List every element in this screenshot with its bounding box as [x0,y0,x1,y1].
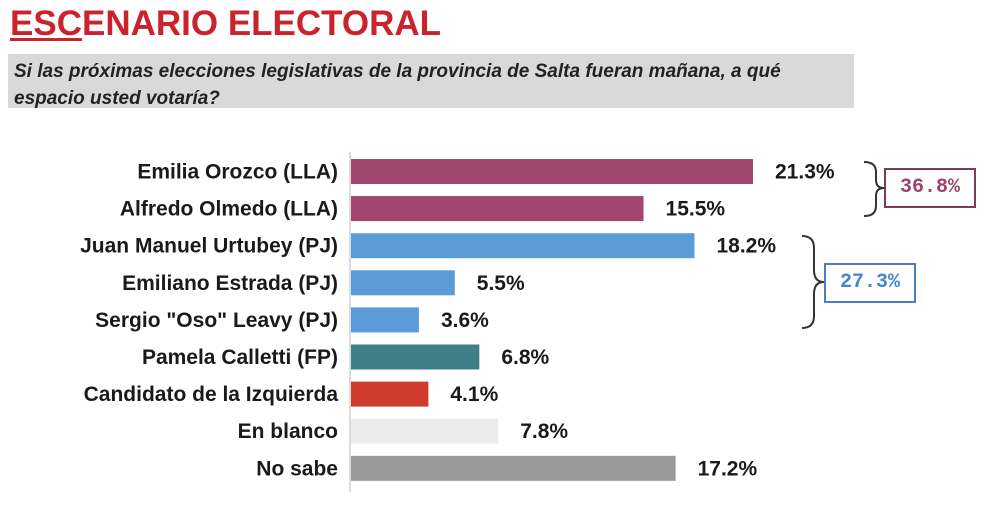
value-label: 3.6% [441,309,489,332]
value-label: 5.5% [477,272,525,295]
bars-layer: Emilia Orozco (LLA) 21.3% Alfredo Olmedo (… [80,159,835,481]
value-label: 4.1% [450,383,498,406]
value-label: 17.2% [698,457,758,480]
value-label: 18.2% [716,235,776,258]
category-label: Juan Manuel Urtubey (PJ) [80,235,338,258]
page-title: ESCENARIO ELECTORAL [10,4,441,44]
bar [351,159,753,184]
category-label: No sabe [256,457,338,480]
value-label: 6.8% [501,346,549,369]
question-background [8,54,854,108]
category-label: Emilia Orozco (LLA) [137,161,338,184]
value-label: 21.3% [775,161,835,184]
category-label: En blanco [238,420,338,443]
survey-question: Si las próximas elecciones legislativas … [14,61,781,109]
bar [351,307,419,333]
lla-brace [863,161,885,217]
bar [351,196,644,222]
category-label: Alfredo Olmedo (LLA) [120,198,338,221]
title-rest: ENARIO ELECTORAL [81,4,442,43]
bar [351,381,429,407]
bar [351,418,499,444]
bar [351,455,676,481]
category-label: Candidato de la Izquierda [84,383,339,406]
title-underlined-part: ESC [10,4,82,43]
bar [351,270,455,296]
value-label: 7.8% [520,420,568,443]
lla-total-box: 36.8% [884,168,976,208]
bar [351,233,695,259]
value-label: 15.5% [666,198,726,221]
pj-brace [801,235,825,329]
category-label: Emiliano Estrada (PJ) [122,272,338,295]
category-label: Sergio "Oso" Leavy (PJ) [95,309,338,332]
bar [351,344,480,370]
category-label: Pamela Calletti (FP) [142,346,338,369]
pj-total-box: 27.3% [824,263,916,303]
